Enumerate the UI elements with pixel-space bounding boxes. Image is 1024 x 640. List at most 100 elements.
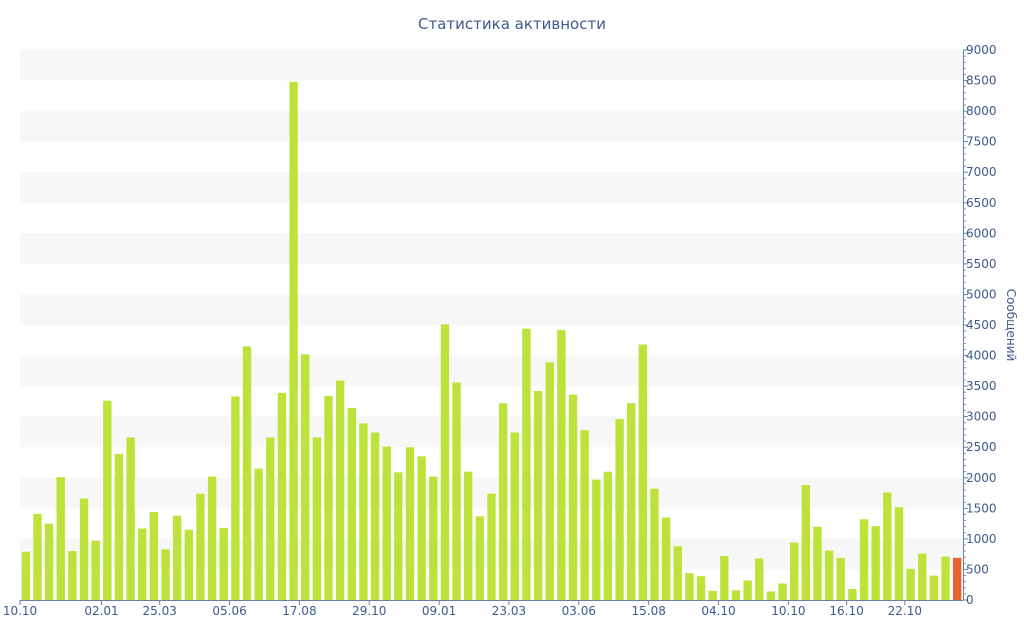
bar	[301, 354, 310, 600]
bar	[21, 551, 31, 600]
y-tick-label: 6500	[966, 196, 997, 210]
bar	[161, 549, 170, 600]
bar	[429, 476, 438, 600]
bar	[394, 472, 403, 600]
bar	[906, 568, 915, 600]
y-tick-label: 4500	[966, 318, 997, 332]
grid-band	[20, 416, 963, 448]
bar	[952, 557, 962, 600]
bar	[696, 576, 706, 600]
y-tick-label: 6000	[966, 226, 997, 240]
bar	[126, 437, 135, 600]
bar	[324, 395, 333, 600]
grid-band	[20, 233, 963, 264]
bar	[242, 346, 252, 600]
bar	[894, 507, 904, 600]
bar	[347, 408, 356, 600]
bar	[79, 498, 89, 600]
x-tick-label: 22.10	[888, 604, 922, 618]
bar	[848, 589, 857, 600]
x-tick-label: 10.10	[771, 604, 805, 618]
bar	[370, 432, 380, 600]
x-tick-label: 04.10	[701, 604, 735, 618]
x-tick-label: 05.06	[212, 604, 246, 618]
bar	[266, 437, 275, 600]
bar	[91, 540, 100, 600]
y-tick-label: 500	[966, 562, 989, 576]
grid-bands	[20, 50, 963, 570]
x-tick-label: 02.01	[84, 604, 118, 618]
x-tick-label: 09.01	[422, 604, 456, 618]
bar	[498, 403, 508, 600]
y-tick-label: 4000	[966, 349, 997, 363]
bar	[335, 380, 345, 600]
bar	[44, 523, 54, 600]
y-tick-label: 1000	[966, 532, 997, 546]
bar	[68, 551, 77, 600]
bar	[801, 485, 811, 600]
bar	[149, 512, 159, 600]
bar	[568, 394, 578, 600]
y-axis: 0 500 1000 1500 2000 2500 3000 3500 4000 4500 5000…	[963, 43, 997, 607]
x-tick-label: 29.10	[352, 604, 386, 618]
bar	[859, 519, 869, 600]
y-tick-label: 7000	[966, 165, 997, 179]
bar	[464, 471, 473, 600]
bar	[196, 493, 205, 600]
bar	[545, 362, 554, 600]
grid-band	[20, 355, 963, 387]
bar	[627, 403, 636, 600]
grid-band	[20, 294, 963, 325]
bar	[452, 382, 461, 600]
bar	[487, 493, 496, 600]
bar	[207, 476, 217, 600]
bar	[673, 546, 682, 600]
y-tick-label: 8500	[966, 74, 997, 88]
y-tick-label: 3000	[966, 410, 997, 424]
bar	[790, 542, 799, 600]
bar	[382, 446, 391, 600]
y-tick-label: 8000	[966, 104, 997, 118]
chart-title: Статистика активности	[418, 15, 606, 33]
bar	[661, 517, 671, 600]
bar	[580, 430, 589, 600]
bar	[603, 471, 613, 600]
y-tick-label: 9000	[966, 43, 997, 57]
bar	[219, 527, 228, 600]
bar	[359, 423, 368, 600]
bar	[871, 526, 880, 600]
y-tick-label: 0	[966, 593, 974, 607]
bar	[522, 328, 531, 600]
x-tick-label: 10.10	[3, 604, 37, 618]
bar	[440, 324, 450, 600]
bar	[778, 583, 787, 600]
bar	[650, 488, 659, 600]
bar	[475, 516, 485, 600]
bar	[417, 456, 426, 600]
x-tick-label: 15.08	[631, 604, 665, 618]
bar	[277, 392, 287, 600]
bar	[557, 329, 566, 600]
x-tick-label: 23.03	[492, 604, 526, 618]
grid-band	[20, 172, 963, 203]
bar	[103, 400, 112, 600]
y-tick-label: 5500	[966, 257, 997, 271]
bar	[231, 396, 240, 600]
y-axis-title: Сообщений	[1004, 289, 1018, 362]
bar	[941, 556, 950, 600]
y-tick-label: 2500	[966, 440, 997, 454]
bar	[114, 453, 124, 600]
bar	[720, 556, 729, 600]
bar	[33, 513, 42, 600]
bar	[312, 437, 322, 600]
bar	[929, 575, 939, 600]
bar	[615, 419, 624, 600]
bar	[836, 557, 845, 600]
bar	[138, 528, 147, 600]
bar	[731, 590, 741, 600]
x-tick-label: 17.08	[282, 604, 316, 618]
bar	[172, 515, 182, 600]
bar	[824, 550, 834, 600]
bar	[685, 573, 694, 600]
